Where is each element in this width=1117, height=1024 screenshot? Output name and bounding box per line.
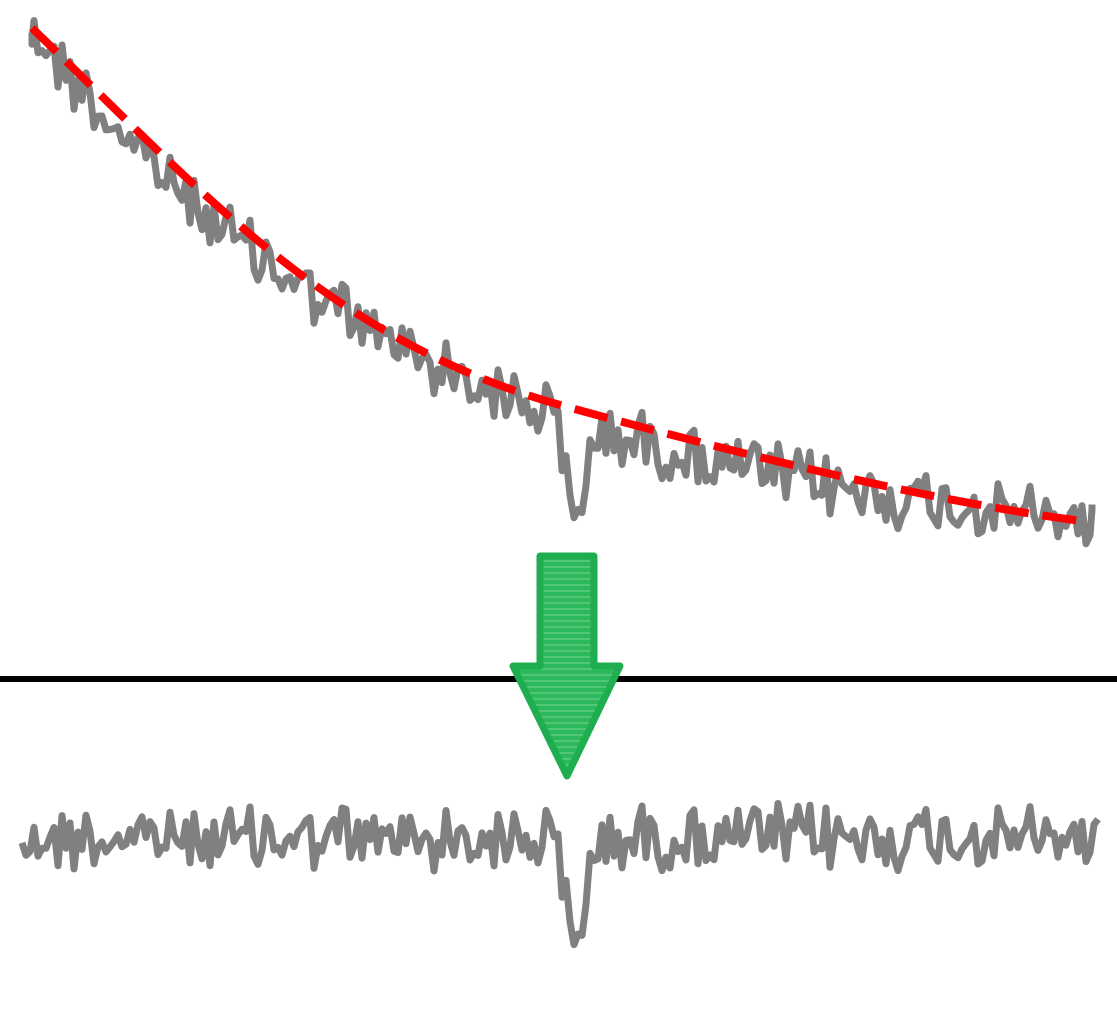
trend-fit-line <box>29 25 1091 526</box>
arrow-down-icon <box>509 552 624 780</box>
top-panel <box>28 17 1096 548</box>
detrended-signal-line <box>18 800 1101 949</box>
bottom-panel <box>18 800 1101 949</box>
raw-signal-line <box>28 17 1096 548</box>
